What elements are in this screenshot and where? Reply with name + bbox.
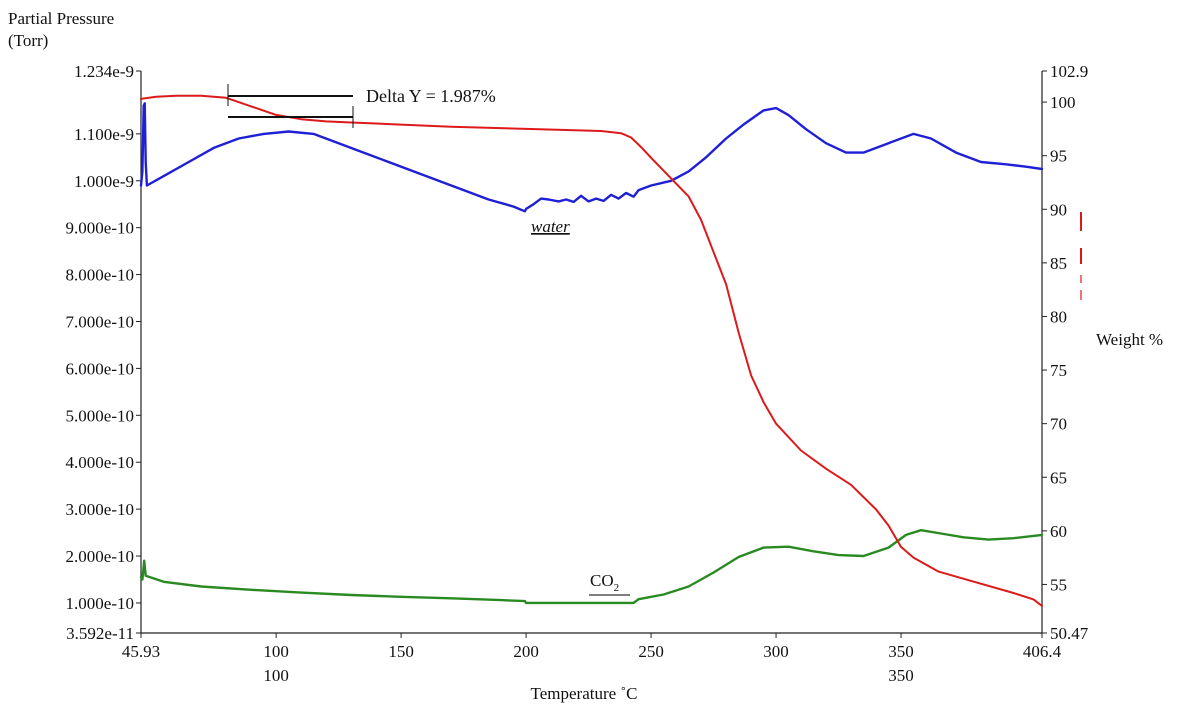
- x-tick-label: 250: [638, 642, 664, 661]
- ticks-layer: 45.93 100 150 200 250 300 350 406.4 100 350 1.234e…: [66, 62, 1089, 685]
- co2-label-subscript: 2: [614, 582, 620, 594]
- y-left-tick-label: 5.000e-10: [66, 406, 134, 425]
- y-right-tick-label: 50.47: [1050, 624, 1089, 643]
- co2-label-main: CO: [590, 571, 614, 590]
- y-left-tick-label: 2.000e-10: [66, 547, 134, 566]
- delta-y-label: Delta Y = 1.987%: [366, 86, 496, 106]
- x-tick-label: 200: [513, 642, 539, 661]
- x-tick-label: 350: [888, 642, 914, 661]
- y-right-tick-label: 100: [1050, 93, 1076, 112]
- left-axis-title-line1: Partial Pressure: [8, 9, 114, 28]
- y-left-tick-label: 3.592e-11: [66, 624, 134, 643]
- x-tick-label: 406.4: [1023, 642, 1062, 661]
- y-left-tick-label: 9.000e-10: [66, 219, 134, 238]
- y-right-tick-label: 60: [1050, 522, 1067, 541]
- series-layer: [139, 94, 1044, 607]
- y-left-tick-label: 1.000e-10: [66, 594, 134, 613]
- series-line-water: [139, 102, 1044, 213]
- y-left-tick-label: 1.000e-9: [74, 172, 134, 191]
- y-left-tick-label: 3.000e-10: [66, 500, 134, 519]
- x-tick-label: 100: [263, 642, 289, 661]
- delta-y-marker: Delta Y = 1.987%: [227, 84, 496, 128]
- y-left-tick-label: 8.000e-10: [66, 266, 134, 285]
- y-right-tick-label: 95: [1050, 147, 1067, 166]
- x-tick-label: 45.93: [122, 642, 160, 661]
- x-tick-label: 300: [763, 642, 789, 661]
- water-series-label: water: [531, 217, 570, 236]
- y-left-tick-label: 1.100e-9: [74, 125, 134, 144]
- x-tick-label: 150: [388, 642, 414, 661]
- right-axis-title: Weight %: [1096, 330, 1163, 349]
- y-right-tick-label: 55: [1050, 575, 1067, 594]
- y-left-tick-label: 1.234e-9: [74, 62, 134, 81]
- y-right-tick-label: 102.9: [1050, 62, 1088, 81]
- series-line-CO2: [139, 529, 1044, 605]
- y-left-tick-label: 6.000e-10: [66, 359, 134, 378]
- y-right-tick-label: 80: [1050, 307, 1067, 326]
- co2-series-label: CO2: [590, 571, 619, 594]
- x-secondary-label: 350: [888, 666, 914, 685]
- y-left-tick-label: 7.000e-10: [66, 312, 134, 331]
- x-secondary-label: 100: [263, 666, 289, 685]
- y-right-tick-label: 65: [1050, 468, 1067, 487]
- y-right-tick-label: 90: [1050, 200, 1067, 219]
- y-right-tick-label: 75: [1050, 361, 1067, 380]
- left-axis-title-line2: (Torr): [8, 31, 48, 50]
- y-right-tick-label: 70: [1050, 415, 1067, 434]
- y-left-tick-label: 4.000e-10: [66, 453, 134, 472]
- y-right-tick-label: 85: [1050, 254, 1067, 273]
- x-axis-title: Temperature ˚C: [531, 684, 638, 703]
- series-line-weight: [140, 94, 1043, 607]
